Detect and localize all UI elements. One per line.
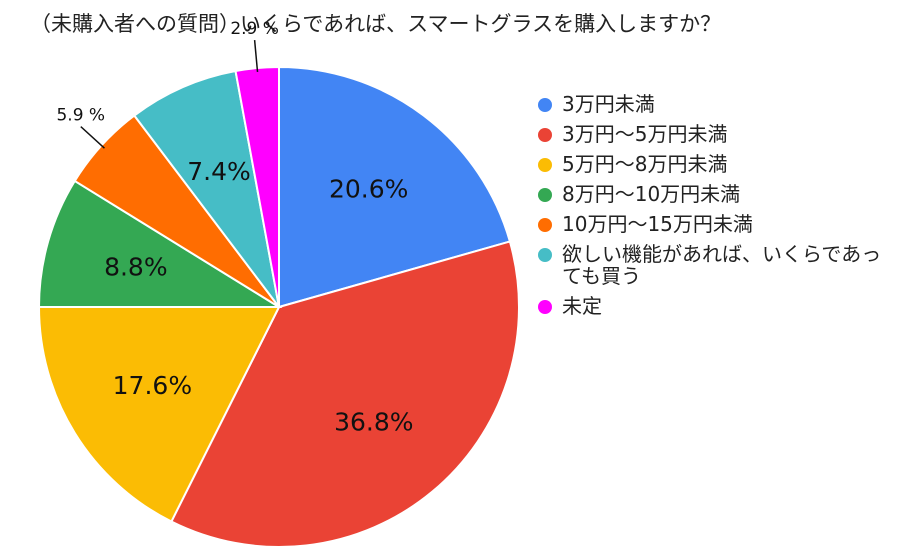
slice-label-2: 17.6% — [113, 371, 192, 400]
pie-slice-1 — [170, 240, 520, 548]
legend-label-5: 欲しい機能があれば、いくらであっても買う — [562, 242, 882, 288]
legend-label-4: 10万円〜15万円未満 — [562, 212, 753, 236]
pie-slice-5 — [132, 69, 280, 308]
pie-slice-2 — [37, 306, 281, 523]
leader-line-6 — [253, 40, 259, 73]
legend-item-0: 3万円未満 — [538, 93, 898, 115]
legend-swatch-5 — [538, 248, 552, 262]
slice-label-3: 8.8% — [104, 252, 168, 281]
pie-slice-0 — [278, 65, 512, 309]
legend-item-3: 8万円〜10万円未満 — [538, 183, 898, 205]
chart-title: （未購入者への質問）いくらであれば、スマートグラスを購入しますか？ — [30, 12, 722, 36]
slice-label-0: 20.6% — [329, 174, 408, 203]
legend-label-6: 未定 — [562, 294, 602, 318]
legend-swatch-0 — [538, 98, 552, 112]
slice-label-1: 36.8% — [334, 408, 413, 437]
legend-item-1: 3万円〜5万円未満 — [538, 123, 898, 145]
legend-label-1: 3万円〜5万円未満 — [562, 122, 728, 146]
legend-swatch-6 — [538, 300, 552, 314]
legend-swatch-1 — [538, 128, 552, 142]
pie-slice-3 — [37, 179, 283, 308]
legend-label-0: 3万円未満 — [562, 92, 655, 116]
legend-swatch-2 — [538, 158, 552, 172]
slice-label-5: 7.4% — [187, 157, 251, 186]
legend: 3万円未満 3万円〜5万円未満 5万円〜8万円未満 8万円〜10万円未満 10万円〜15… — [538, 93, 898, 325]
legend-swatch-3 — [538, 188, 552, 202]
legend-item-2: 5万円〜8万円未満 — [538, 153, 898, 175]
legend-item-4: 10万円〜15万円未満 — [538, 213, 898, 235]
legend-item-5: 欲しい機能があれば、いくらであっても買う — [538, 243, 898, 287]
leader-line-4 — [80, 126, 105, 149]
legend-item-6: 未定 — [538, 295, 898, 317]
slice-label-4: 5.9 % — [56, 106, 105, 126]
legend-label-3: 8万円〜10万円未満 — [562, 182, 741, 206]
legend-label-2: 5万円〜8万円未満 — [562, 152, 728, 176]
legend-swatch-4 — [538, 218, 552, 232]
slice-label-6: 2.9 % — [230, 19, 279, 39]
